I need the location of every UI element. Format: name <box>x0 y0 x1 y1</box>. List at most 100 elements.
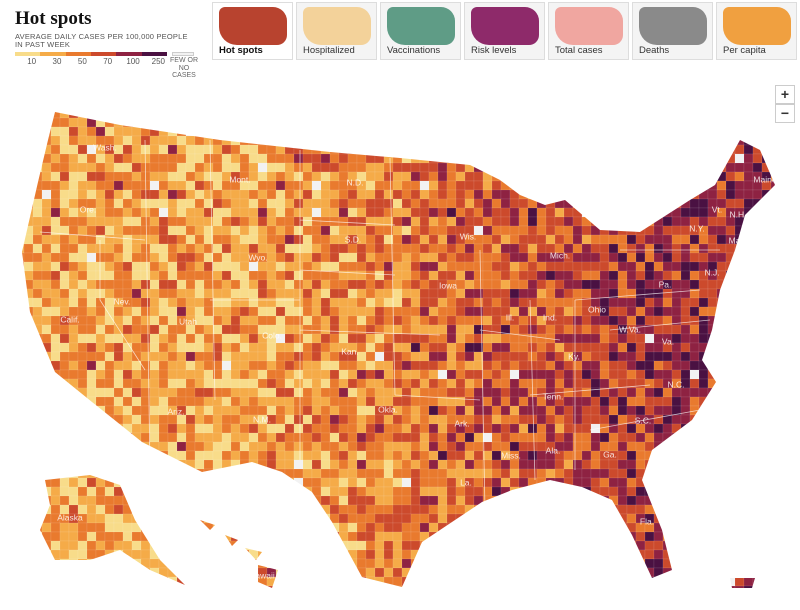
county <box>554 198 565 209</box>
county <box>293 243 304 254</box>
county <box>618 100 627 109</box>
county <box>446 144 457 155</box>
county <box>707 216 718 227</box>
county <box>455 252 466 263</box>
county <box>41 297 52 308</box>
county <box>23 306 34 317</box>
county <box>401 135 412 146</box>
county <box>338 162 349 173</box>
county <box>311 279 322 290</box>
county <box>248 486 259 497</box>
county <box>789 253 798 262</box>
county <box>392 441 403 452</box>
county <box>212 162 223 173</box>
county <box>122 207 133 218</box>
county <box>158 414 169 425</box>
county <box>311 387 322 398</box>
county <box>284 297 295 308</box>
county <box>104 135 115 146</box>
county <box>743 216 754 227</box>
state-label: Ore. <box>80 204 97 214</box>
county <box>482 351 493 362</box>
county <box>725 225 736 236</box>
county <box>707 495 718 506</box>
county <box>95 522 106 533</box>
county <box>518 522 529 533</box>
county <box>86 549 97 560</box>
county <box>77 567 88 578</box>
county <box>581 378 592 389</box>
county <box>428 405 439 416</box>
county <box>680 414 691 425</box>
county <box>482 117 493 128</box>
county <box>464 378 475 389</box>
map-tab[interactable]: Per capita <box>716 2 797 60</box>
county <box>374 576 385 587</box>
county <box>122 180 133 191</box>
county <box>374 306 385 317</box>
county <box>617 162 628 173</box>
county <box>582 100 591 109</box>
county <box>599 414 610 425</box>
map-tab[interactable]: Total cases <box>548 2 629 60</box>
county <box>248 351 259 362</box>
map-tab[interactable]: Deaths <box>632 2 713 60</box>
county <box>608 585 619 588</box>
county <box>483 595 492 604</box>
county <box>554 567 565 578</box>
map-tab[interactable]: Hot spots <box>212 2 293 60</box>
county <box>419 486 430 497</box>
county <box>248 207 259 218</box>
county <box>419 126 430 137</box>
county <box>23 234 34 245</box>
county <box>716 558 727 569</box>
state-label: Utah <box>179 316 197 326</box>
county <box>500 405 511 416</box>
county <box>473 288 484 299</box>
county <box>455 387 466 398</box>
county <box>599 126 610 137</box>
county <box>22 324 25 335</box>
county <box>734 549 745 560</box>
county <box>770 387 775 398</box>
county <box>572 540 583 551</box>
county <box>635 495 646 506</box>
county <box>536 225 547 236</box>
county <box>482 252 493 263</box>
county <box>752 243 763 254</box>
zoom-out[interactable]: − <box>775 104 795 123</box>
county <box>248 252 259 263</box>
county <box>509 279 520 290</box>
county <box>195 100 204 109</box>
county <box>86 567 97 578</box>
county <box>167 198 178 209</box>
county <box>707 162 718 173</box>
county <box>186 595 195 604</box>
county <box>473 567 484 578</box>
county <box>203 135 214 146</box>
county <box>698 540 709 551</box>
map-tab[interactable]: Risk levels <box>464 2 545 60</box>
county <box>347 297 358 308</box>
county <box>563 162 574 173</box>
county <box>68 351 79 362</box>
county <box>707 234 718 245</box>
county <box>149 162 160 173</box>
county <box>86 369 97 380</box>
county <box>410 468 421 479</box>
county <box>635 153 646 164</box>
zoom-in[interactable]: + <box>775 85 795 104</box>
county <box>95 369 106 380</box>
county <box>338 585 349 588</box>
county <box>483 100 492 109</box>
county <box>311 441 322 452</box>
county <box>123 595 132 604</box>
county <box>509 207 520 218</box>
county <box>671 459 682 470</box>
county <box>77 180 88 191</box>
county <box>167 558 178 569</box>
county <box>455 171 466 182</box>
map-tab[interactable]: Hospitalized <box>296 2 377 60</box>
map-tab[interactable]: Vaccinations <box>380 2 461 60</box>
county <box>284 450 295 461</box>
